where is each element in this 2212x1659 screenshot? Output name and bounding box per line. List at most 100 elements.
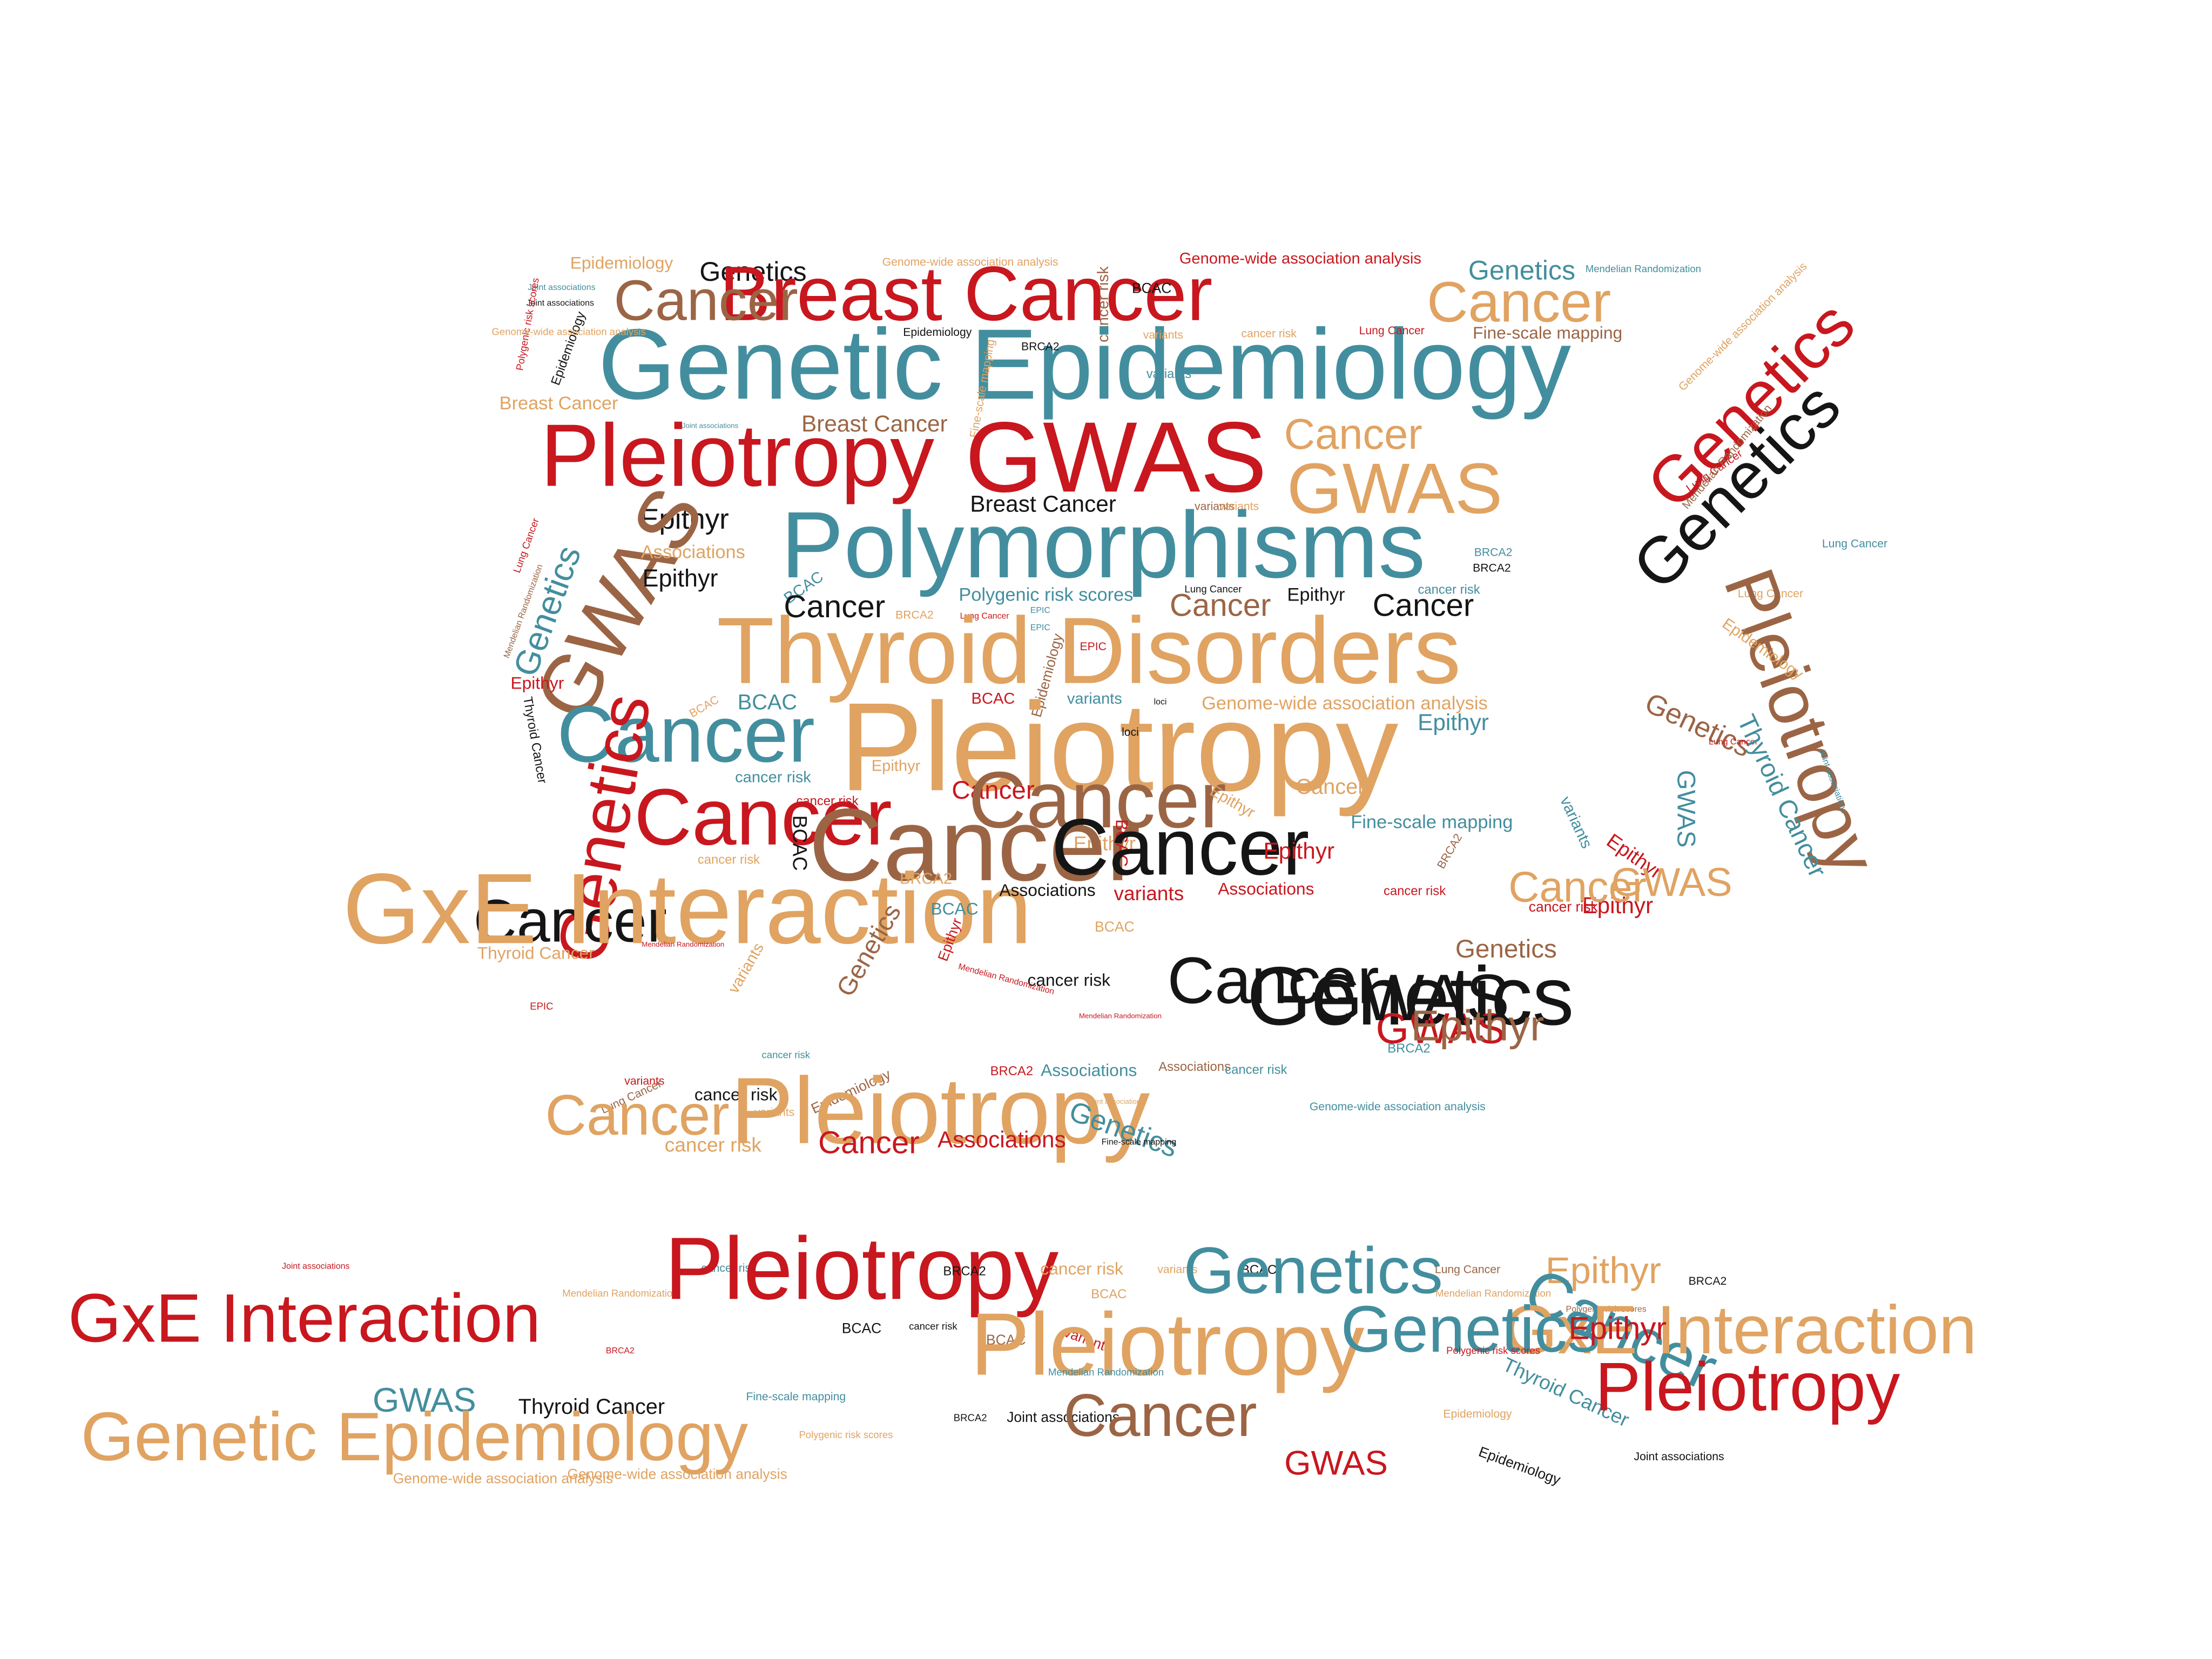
word-bcac: BCAC [930,899,979,919]
word-lung-cancer: Lung Cancer [1737,587,1804,601]
word-mendelian-randomization: Mendelian Randomization [1048,1368,1164,1379]
word-cancer-risk: cancer risk [1418,582,1480,597]
word-mendelian-randomization: Mendelian Randomization [562,1290,678,1300]
word-genome-wide-association-analysis: Genome-wide association analysis [1179,251,1421,268]
word-bcac: BCAC [841,1321,882,1338]
word-genetics: Genetics [1455,934,1557,963]
word-genetics: Genetics [1468,256,1576,287]
word-genetics: Genetics [1246,950,1574,1043]
word-joint-associations: Joint associations [282,1263,350,1272]
word-variants: variants [1556,794,1595,852]
word-gwas: GWAS [1311,960,1510,1035]
word-cancer: Cancer [473,887,667,955]
word-lung-cancer: Lung Cancer [1359,324,1425,338]
word-epidemiology: Epidemiology [548,309,588,387]
word-cancer: Cancer [968,754,1226,845]
word-fine-scale-mapping: Fine-scale mapping [1101,1138,1177,1148]
word-thyroid-cancer: Thyroid Cancer [518,1395,665,1420]
word-cancer-risk: cancer risk [1027,970,1110,990]
word-cancer: Cancer [1169,587,1271,623]
word-epithyr: Epithyr [1568,1310,1667,1346]
word-associations: Associations [640,541,745,563]
word-bcac: BCAC [1091,1286,1127,1301]
word-bcac: BCAC [1241,1262,1277,1277]
word-epithyr: Epithyr [1582,894,1654,919]
word-lung-cancer: Lung Cancer [1709,738,1758,747]
word-cancer: Cancer [1051,801,1310,892]
word-epic: EPIC [530,1002,554,1013]
word-joint-associations: Joint associations [528,284,596,293]
word-gwas: GWAS [373,1381,476,1421]
word-cancer-risk: cancer risk [697,852,760,867]
word-polymorphisms: Polymorphisms [780,491,1426,598]
word-polygenic-risk-scores: Polygenic risk scores [1446,1346,1541,1357]
word-mendelian-randomization: Mendelian Randomization [1585,265,1701,275]
word-gxe-interaction: GxE Interaction [342,853,1033,965]
word-bcac: BCAC [986,1333,1026,1349]
word-cancer: Cancer [818,1124,920,1161]
word-epithyr: Epithyr [1287,583,1345,605]
word-gwas: GWAS [965,401,1267,513]
word-brca2: BRCA2 [1434,831,1465,871]
word-variants: variants [624,1074,665,1088]
word-bcac: BCAC [1131,281,1172,298]
word-genetic-epidemiology: Genetic Epidemiology [80,1400,748,1476]
word-cancer: Cancer [952,775,1035,805]
word-associations: Associations [1158,1060,1231,1074]
word-lung-cancer: Lung Cancer [960,613,1009,622]
word-genome-wide-association-analysis: Genome-wide association analysis [393,1472,613,1488]
word-loci: loci [1122,726,1139,739]
word-genetic-epidemiology: Genetic Epidemiology [598,308,1572,420]
word-lung-cancer: Lung Cancer [1822,537,1888,550]
word-pleiotropy: Pleiotropy [1595,1350,1900,1426]
word-epithyr: Epithyr [1418,711,1489,736]
word-gwas: GWAS [1284,1445,1388,1483]
word-lung-cancer: Lung Cancer [1434,1263,1501,1276]
word-pleiotropy: Pleiotropy [730,1057,1150,1163]
word-breast-cancer: Breast Cancer [970,493,1116,517]
word-lung-cancer: Lung Cancer [1184,585,1242,596]
word-gxe-interaction: GxE Interaction [1504,1293,1977,1369]
word-epic: EPIC [1030,624,1050,633]
word-cancer-risk: cancer risk [735,769,811,787]
word-mendelian-randomization: Mendelian Randomization [1078,1012,1162,1021]
word-cancer-risk: cancer risk [701,1262,757,1275]
word-cancer-risk: cancer risk [1528,900,1598,916]
word-associations: Associations [1218,879,1314,899]
word-epic: EPIC [1030,607,1050,616]
word-cancer: Cancer [1296,775,1365,800]
word-epithyr: Epithyr [871,758,921,775]
word-pleiotropy: Pleiotropy [839,676,1399,818]
word-cancer-risk: cancer risk [664,1133,761,1156]
word-cancer: Cancer [1372,587,1474,623]
word-cancer: Cancer [613,270,798,333]
word-cancer-risk: cancer risk [761,1051,811,1061]
word-epidemiology: Epidemiology [1443,1407,1512,1421]
word-epithyr: Epithyr [640,504,729,536]
word-breast-cancer: Breast Cancer [499,392,618,414]
word-bcac: BCAC [737,691,798,716]
word-bcac: BCAC [1095,920,1135,936]
word-variants: variants [1146,366,1192,381]
word-fine-scale-mapping: Fine-scale mapping [1351,811,1513,833]
word-variants: variants [1143,328,1183,342]
word-cancer: Cancer [1063,1381,1257,1449]
word-genetics: Genetics [1340,1291,1600,1366]
word-epithyr: Epithyr [1263,840,1335,865]
word-gxe-interaction: GxE Interaction [68,1282,541,1358]
word-variants: variants [1157,1263,1198,1276]
word-brca2: BRCA2 [605,1347,635,1357]
word-pleiotropy: Pleiotropy [540,407,935,506]
word-pleiotropy: Pleiotropy [970,1296,1365,1395]
word-variants: variants [1219,500,1259,513]
word-bcac: BCAC [971,691,1015,709]
word-associations: Associations [1041,1060,1137,1081]
word-thyroid-cancer: Thyroid Cancer [477,943,595,963]
word-genome-wide-association-analysis: Genome-wide association analysis [1202,692,1488,714]
word-epithyr: Epithyr [642,565,718,592]
word-epithyr: Epithyr [1073,831,1136,855]
word-epithyr: Epithyr [1545,1249,1661,1292]
word-genome-wide-association-analysis: Genome-wide association analysis [491,328,646,338]
word-brca2: BRCA2 [990,1063,1034,1078]
word-brca2: BRCA2 [900,871,953,888]
